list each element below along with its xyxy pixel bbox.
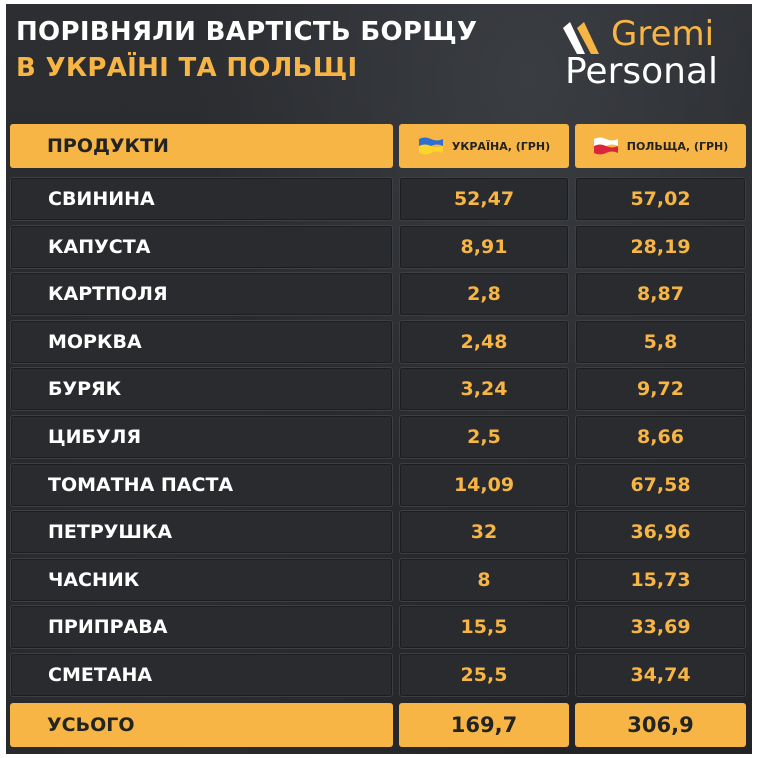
price-poland: 33,69 <box>575 605 746 650</box>
table-row: СМЕТАНА 25,5 34,74 <box>10 653 746 697</box>
price-ukraine: 2,48 <box>399 319 569 364</box>
product-name: СМЕТАНА <box>10 653 393 697</box>
price-ukraine: 52,47 <box>399 177 569 221</box>
headline-line-1: ПОРІВНЯЛИ ВАРТІСТЬ БОРЩУ <box>16 17 478 47</box>
logo-word-personal: Personal <box>565 51 719 92</box>
price-ukraine: 15,5 <box>399 605 569 650</box>
logo-word-gremi: Gremi <box>611 14 715 54</box>
price-poland: 36,96 <box>575 510 746 555</box>
header-product: ПРОДУКТИ <box>10 124 393 168</box>
total-poland: 306,9 <box>575 702 746 747</box>
product-name: ЧАСНИК <box>10 557 393 602</box>
price-ukraine: 25,5 <box>399 653 569 697</box>
table-row: БУРЯК 3,24 9,72 <box>10 367 746 412</box>
product-name: КАРТПОЛЯ <box>10 272 393 317</box>
flag-poland-icon <box>593 136 619 156</box>
header-poland-label: ПОЛЬЩА, (ГРН) <box>626 139 729 153</box>
price-poland: 28,19 <box>575 224 746 269</box>
gremi-logo-mark-icon <box>563 22 599 54</box>
price-ukraine: 2,5 <box>399 415 569 459</box>
flag-ukraine-icon <box>418 136 444 156</box>
total-label: УСЬОГО <box>10 702 393 747</box>
headline-line-2: В УКРАЇНІ ТА ПОЛЬЩІ <box>16 53 358 83</box>
product-name: ПРИПРАВА <box>10 605 393 650</box>
table-total-row: УСЬОГО 169,7 306,9 <box>10 702 746 747</box>
product-name: ТОМАТНА ПАСТА <box>10 462 393 507</box>
price-poland: 15,73 <box>575 557 746 602</box>
price-ukraine: 2,8 <box>399 272 569 317</box>
total-ukraine: 169,7 <box>399 702 569 747</box>
price-poland: 9,72 <box>575 367 746 412</box>
price-ukraine: 32 <box>399 510 569 555</box>
table-row: ЦИБУЛЯ 2,5 8,66 <box>10 415 746 459</box>
table-header-row: ПРОДУКТИ УКРАЇНА, (ГРН) ПОЛЬЩА, <box>10 124 746 168</box>
table-row: ПЕТРУШКА 32 36,96 <box>10 510 746 555</box>
table-row: МОРКВА 2,48 5,8 <box>10 319 746 364</box>
price-poland: 5,8 <box>575 319 746 364</box>
header-poland: ПОЛЬЩА, (ГРН) <box>575 124 746 168</box>
price-ukraine: 14,09 <box>399 462 569 507</box>
infographic: ПОРІВНЯЛИ ВАРТІСТЬ БОРЩУ В УКРАЇНІ ТА ПО… <box>6 4 752 754</box>
price-poland: 8,66 <box>575 415 746 459</box>
gremi-personal-logo: Gremi Personal <box>561 14 751 96</box>
price-ukraine: 8,91 <box>399 224 569 269</box>
price-poland: 57,02 <box>575 177 746 221</box>
headline: ПОРІВНЯЛИ ВАРТІСТЬ БОРЩУ В УКРАЇНІ ТА ПО… <box>16 14 477 86</box>
price-ukraine: 3,24 <box>399 367 569 412</box>
product-name: МОРКВА <box>10 319 393 364</box>
table-row: ПРИПРАВА 15,5 33,69 <box>10 605 746 650</box>
table-row: КАРТПОЛЯ 2,8 8,87 <box>10 272 746 317</box>
price-poland: 67,58 <box>575 462 746 507</box>
product-name: СВИНИНА <box>10 177 393 221</box>
price-ukraine: 8 <box>399 557 569 602</box>
product-name: БУРЯК <box>10 367 393 412</box>
table-row: ТОМАТНА ПАСТА 14,09 67,58 <box>10 462 746 507</box>
product-name: КАПУСТА <box>10 224 393 269</box>
table-row: СВИНИНА 52,47 57,02 <box>10 177 746 221</box>
product-name: ПЕТРУШКА <box>10 510 393 555</box>
header-ukraine-label: УКРАЇНА, (ГРН) <box>451 139 551 153</box>
table-row: ЧАСНИК 8 15,73 <box>10 557 746 602</box>
table-row: КАПУСТА 8,91 28,19 <box>10 224 746 269</box>
price-poland: 8,87 <box>575 272 746 317</box>
price-poland: 34,74 <box>575 653 746 697</box>
header-ukraine: УКРАЇНА, (ГРН) <box>399 124 569 168</box>
product-name: ЦИБУЛЯ <box>10 415 393 459</box>
